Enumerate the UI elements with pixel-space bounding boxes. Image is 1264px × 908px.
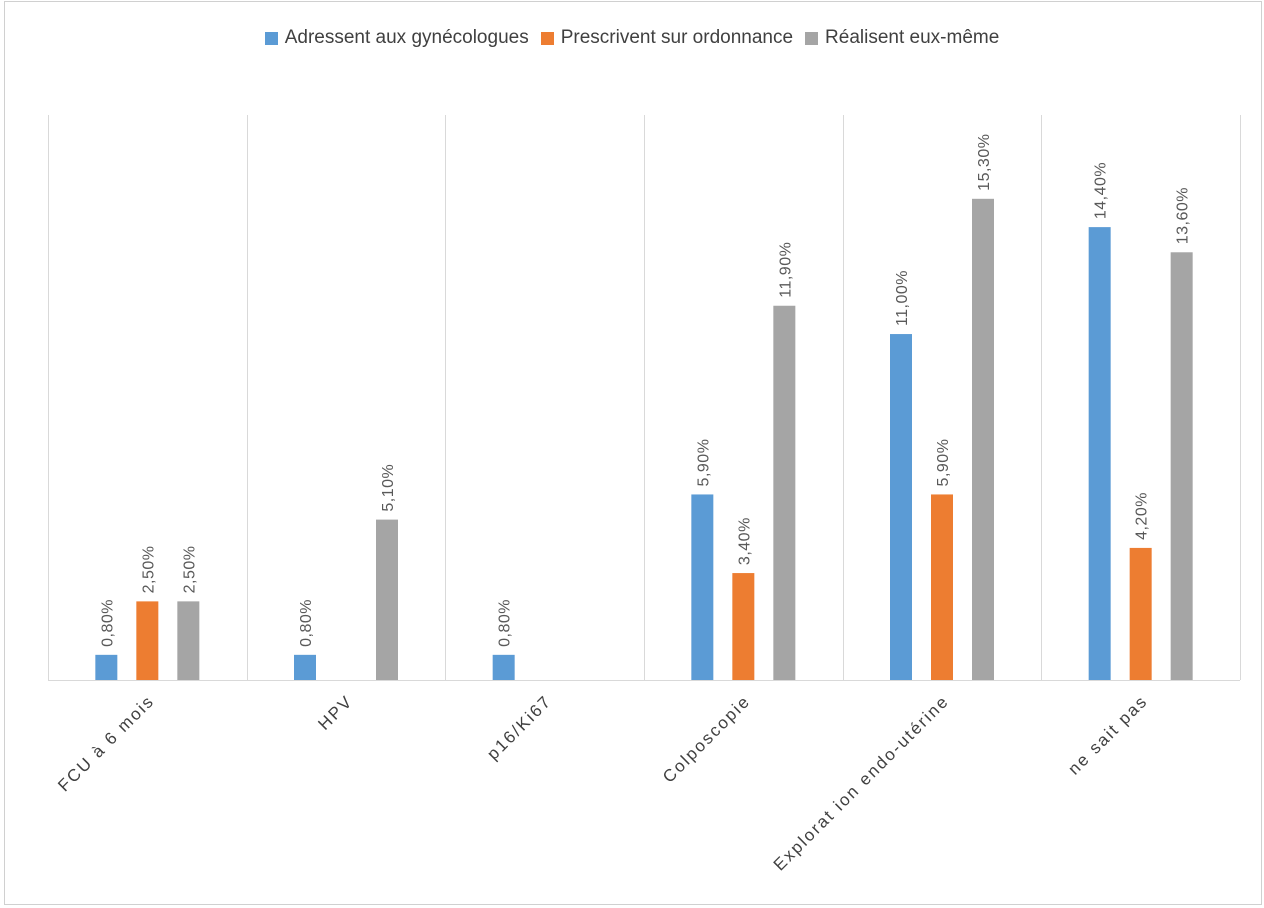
chart-frame	[4, 1, 1262, 905]
data-label: 3,40%	[736, 517, 753, 565]
bar	[1170, 252, 1193, 680]
bar	[931, 494, 953, 680]
data-label: 0,80%	[298, 599, 315, 647]
data-label: 15,30%	[976, 134, 993, 191]
data-label: 4,20%	[1134, 492, 1151, 540]
legend-swatch-prescrivent	[540, 31, 554, 45]
legend-item-prescrivent: Prescrivent sur ordonnance	[540, 27, 794, 49]
data-label: 0,80%	[497, 599, 514, 647]
legend-label-realisent: Réalisent eux-même	[825, 27, 1000, 48]
data-label: 5,10%	[380, 464, 397, 512]
category-label: Explorat ion endo-utérine	[770, 691, 953, 874]
legend-label-adressent: Adressent aux gynécologues	[284, 27, 529, 48]
category-label: p16/Ki67	[483, 691, 555, 763]
category-label: HPV	[314, 691, 356, 733]
bar	[294, 654, 316, 680]
legend-swatch-realisent	[805, 31, 819, 45]
legend-label-prescrivent: Prescrivent sur ordonnance	[560, 27, 794, 48]
legend: Adressent aux gynécologues Prescrivent s…	[0, 27, 1264, 49]
bar	[492, 654, 515, 680]
legend-item-realisent: Réalisent eux-même	[805, 27, 999, 49]
data-label: 0,80%	[99, 599, 116, 647]
data-label: 11,00%	[894, 270, 911, 326]
bar	[177, 601, 200, 680]
bar	[95, 654, 118, 680]
bar	[691, 494, 714, 680]
data-label: 2,50%	[181, 546, 198, 594]
data-label: 5,90%	[935, 439, 952, 487]
bar	[1088, 227, 1111, 680]
bar	[136, 601, 159, 680]
data-label: 2,50%	[140, 546, 157, 594]
data-label: 11,90%	[777, 242, 794, 298]
legend-swatch-adressent	[264, 31, 278, 45]
legend-item-adressent: Adressent aux gynécologues	[264, 27, 529, 49]
bar	[972, 198, 994, 680]
bar	[732, 573, 755, 680]
category-label: ne sait pas	[1064, 691, 1151, 778]
category-label: FCU à 6 mois	[54, 691, 158, 795]
bar	[890, 334, 912, 680]
data-label: 5,90%	[695, 439, 712, 487]
bar	[376, 519, 398, 680]
data-label: 13,60%	[1175, 187, 1192, 244]
category-label: Colposcopie	[659, 691, 754, 786]
bar	[773, 305, 796, 680]
data-label: 14,40%	[1093, 162, 1110, 219]
bar	[1129, 547, 1152, 680]
